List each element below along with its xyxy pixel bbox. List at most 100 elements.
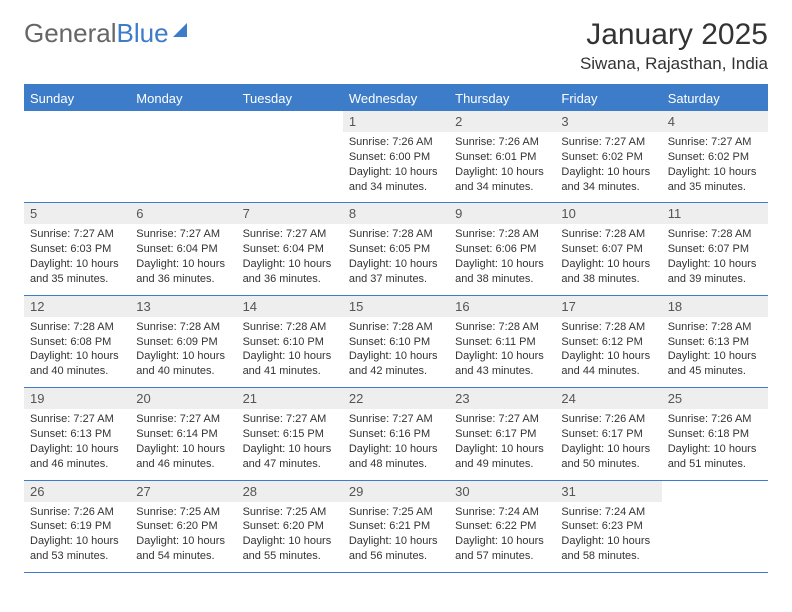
day-number-cell: 27 xyxy=(130,481,236,502)
day-header: Monday xyxy=(130,85,236,111)
daynum-row: 262728293031 xyxy=(24,481,768,502)
info-row: Sunrise: 7:27 AMSunset: 6:13 PMDaylight:… xyxy=(24,409,768,480)
day-number-cell xyxy=(662,481,768,502)
day-number-cell: 3 xyxy=(555,111,661,132)
day-info-cell: Sunrise: 7:26 AMSunset: 6:00 PMDaylight:… xyxy=(343,132,449,203)
day-number-cell: 25 xyxy=(662,388,768,409)
day-info-cell: Sunrise: 7:28 AMSunset: 6:07 PMDaylight:… xyxy=(555,224,661,295)
day-number-cell xyxy=(130,111,236,132)
daynum-row: 12131415161718 xyxy=(24,296,768,317)
logo-text-blue: Blue xyxy=(117,18,169,48)
logo-triangle-icon xyxy=(173,23,187,37)
day-info-cell: Sunrise: 7:28 AMSunset: 6:10 PMDaylight:… xyxy=(343,317,449,388)
day-number-cell: 28 xyxy=(237,481,343,502)
day-info-cell: Sunrise: 7:26 AMSunset: 6:17 PMDaylight:… xyxy=(555,409,661,480)
logo-text-gray: General xyxy=(24,18,117,48)
day-number-cell: 22 xyxy=(343,388,449,409)
location: Siwana, Rajasthan, India xyxy=(580,54,768,74)
day-info-cell: Sunrise: 7:26 AMSunset: 6:19 PMDaylight:… xyxy=(24,502,130,573)
day-info-cell: Sunrise: 7:27 AMSunset: 6:02 PMDaylight:… xyxy=(555,132,661,203)
day-number-cell: 6 xyxy=(130,203,236,224)
day-number-cell xyxy=(24,111,130,132)
day-header: Sunday xyxy=(24,85,130,111)
day-number-cell: 12 xyxy=(24,296,130,317)
logo: GeneralBlue xyxy=(24,18,187,49)
header: GeneralBlue January 2025 Siwana, Rajasth… xyxy=(24,18,768,74)
day-header: Tuesday xyxy=(237,85,343,111)
day-info-cell: Sunrise: 7:28 AMSunset: 6:08 PMDaylight:… xyxy=(24,317,130,388)
day-number-cell: 17 xyxy=(555,296,661,317)
day-number-cell: 20 xyxy=(130,388,236,409)
day-number-cell: 18 xyxy=(662,296,768,317)
calendar-body: SundayMondayTuesdayWednesdayThursdayFrid… xyxy=(24,85,768,573)
day-number-cell xyxy=(237,111,343,132)
day-info-cell: Sunrise: 7:27 AMSunset: 6:04 PMDaylight:… xyxy=(130,224,236,295)
day-number-cell: 31 xyxy=(555,481,661,502)
info-row: Sunrise: 7:26 AMSunset: 6:00 PMDaylight:… xyxy=(24,132,768,203)
day-info-cell: Sunrise: 7:28 AMSunset: 6:07 PMDaylight:… xyxy=(662,224,768,295)
day-info-cell: Sunrise: 7:28 AMSunset: 6:10 PMDaylight:… xyxy=(237,317,343,388)
day-number-cell: 23 xyxy=(449,388,555,409)
day-number-cell: 21 xyxy=(237,388,343,409)
day-info-cell: Sunrise: 7:25 AMSunset: 6:21 PMDaylight:… xyxy=(343,502,449,573)
day-header: Friday xyxy=(555,85,661,111)
day-number-cell: 5 xyxy=(24,203,130,224)
info-row: Sunrise: 7:28 AMSunset: 6:08 PMDaylight:… xyxy=(24,317,768,388)
day-info-cell xyxy=(24,132,130,203)
day-number-cell: 13 xyxy=(130,296,236,317)
day-header: Wednesday xyxy=(343,85,449,111)
info-row: Sunrise: 7:26 AMSunset: 6:19 PMDaylight:… xyxy=(24,502,768,573)
day-info-cell: Sunrise: 7:24 AMSunset: 6:23 PMDaylight:… xyxy=(555,502,661,573)
calendar-table: SundayMondayTuesdayWednesdayThursdayFrid… xyxy=(24,84,768,573)
day-number-cell: 10 xyxy=(555,203,661,224)
day-number-cell: 14 xyxy=(237,296,343,317)
day-header: Thursday xyxy=(449,85,555,111)
day-info-cell: Sunrise: 7:28 AMSunset: 6:06 PMDaylight:… xyxy=(449,224,555,295)
day-number-cell: 19 xyxy=(24,388,130,409)
day-info-cell: Sunrise: 7:28 AMSunset: 6:09 PMDaylight:… xyxy=(130,317,236,388)
day-number-cell: 16 xyxy=(449,296,555,317)
day-number-cell: 29 xyxy=(343,481,449,502)
day-info-cell: Sunrise: 7:25 AMSunset: 6:20 PMDaylight:… xyxy=(130,502,236,573)
day-number-cell: 4 xyxy=(662,111,768,132)
day-number-cell: 24 xyxy=(555,388,661,409)
day-number-cell: 30 xyxy=(449,481,555,502)
day-info-cell: Sunrise: 7:28 AMSunset: 6:13 PMDaylight:… xyxy=(662,317,768,388)
day-info-cell: Sunrise: 7:27 AMSunset: 6:04 PMDaylight:… xyxy=(237,224,343,295)
day-info-cell: Sunrise: 7:27 AMSunset: 6:03 PMDaylight:… xyxy=(24,224,130,295)
day-number-cell: 1 xyxy=(343,111,449,132)
day-info-cell: Sunrise: 7:27 AMSunset: 6:17 PMDaylight:… xyxy=(449,409,555,480)
day-info-cell: Sunrise: 7:24 AMSunset: 6:22 PMDaylight:… xyxy=(449,502,555,573)
daynum-row: 1234 xyxy=(24,111,768,132)
day-number-cell: 11 xyxy=(662,203,768,224)
day-info-cell: Sunrise: 7:28 AMSunset: 6:11 PMDaylight:… xyxy=(449,317,555,388)
logo-text: GeneralBlue xyxy=(24,18,169,49)
day-info-cell: Sunrise: 7:26 AMSunset: 6:18 PMDaylight:… xyxy=(662,409,768,480)
day-info-cell xyxy=(662,502,768,573)
day-header: Saturday xyxy=(662,85,768,111)
day-info-cell: Sunrise: 7:26 AMSunset: 6:01 PMDaylight:… xyxy=(449,132,555,203)
day-info-cell: Sunrise: 7:27 AMSunset: 6:16 PMDaylight:… xyxy=(343,409,449,480)
month-title: January 2025 xyxy=(580,18,768,52)
day-header-row: SundayMondayTuesdayWednesdayThursdayFrid… xyxy=(24,85,768,111)
day-info-cell xyxy=(130,132,236,203)
day-number-cell: 9 xyxy=(449,203,555,224)
daynum-row: 567891011 xyxy=(24,203,768,224)
day-number-cell: 8 xyxy=(343,203,449,224)
day-number-cell: 7 xyxy=(237,203,343,224)
day-number-cell: 15 xyxy=(343,296,449,317)
week-separator xyxy=(24,572,768,573)
day-info-cell xyxy=(237,132,343,203)
day-info-cell: Sunrise: 7:27 AMSunset: 6:15 PMDaylight:… xyxy=(237,409,343,480)
day-info-cell: Sunrise: 7:27 AMSunset: 6:02 PMDaylight:… xyxy=(662,132,768,203)
day-info-cell: Sunrise: 7:27 AMSunset: 6:14 PMDaylight:… xyxy=(130,409,236,480)
day-info-cell: Sunrise: 7:28 AMSunset: 6:05 PMDaylight:… xyxy=(343,224,449,295)
day-info-cell: Sunrise: 7:25 AMSunset: 6:20 PMDaylight:… xyxy=(237,502,343,573)
title-block: January 2025 Siwana, Rajasthan, India xyxy=(580,18,768,74)
daynum-row: 19202122232425 xyxy=(24,388,768,409)
day-info-cell: Sunrise: 7:27 AMSunset: 6:13 PMDaylight:… xyxy=(24,409,130,480)
info-row: Sunrise: 7:27 AMSunset: 6:03 PMDaylight:… xyxy=(24,224,768,295)
day-number-cell: 2 xyxy=(449,111,555,132)
day-number-cell: 26 xyxy=(24,481,130,502)
day-info-cell: Sunrise: 7:28 AMSunset: 6:12 PMDaylight:… xyxy=(555,317,661,388)
